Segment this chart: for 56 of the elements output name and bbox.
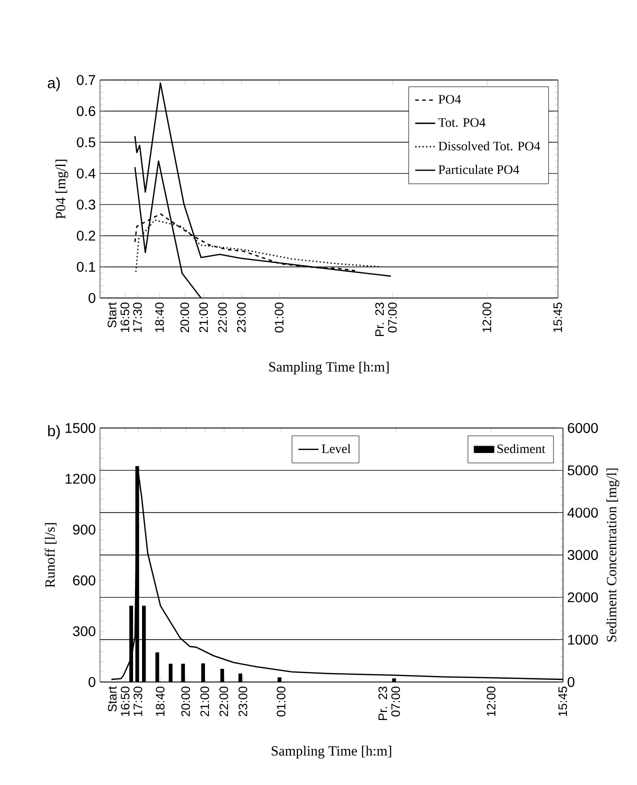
legend-label: Particulate PO4 [438,164,520,174]
x-tick-label: 15:45 [558,686,568,716]
x-tick-label: 17:30 [133,302,142,332]
y2-tick-label: 5000 [568,465,598,476]
x-axis-title: Sampling Time [h:m] [269,362,389,375]
y2-tick-label: 3000 [568,550,598,560]
x-tick-label: 22:00 [219,686,228,716]
y2-tick-label: 2000 [568,592,598,602]
y2-axis-title: Sediment Concentration [mg/l] [606,468,620,642]
legend-label: Level [322,444,351,454]
y-tick-label: 1500 [66,423,96,433]
x-tick-label: 01:00 [274,302,284,332]
x-tick-label: 17:30 [134,686,142,716]
y-tick-label: 0 [88,293,96,303]
y-tick-label: 0.4 [76,168,96,178]
y-tick-label: 0.5 [76,137,96,148]
y-axis-title: P04 [mg/l] [55,160,68,219]
x-tick-label: 12:00 [482,302,492,332]
y2-tick-label: 0 [568,677,574,687]
y2-tick-label: 1000 [568,634,598,645]
y2-tick-label: 6000 [568,423,598,433]
x-tick-label: 23:00 [238,686,248,716]
x-tick-label: 20:00 [180,302,190,332]
x-tick-label: 15:45 [553,302,562,332]
legend-label: PO4 [438,94,461,104]
y-tick-label: 900 [73,524,96,535]
x-tick-label: 01:00 [276,686,286,716]
x-tick-label: Start 16:50 [108,302,130,332]
y-tick-label: 0 [88,677,96,687]
x-tick-label: 18:40 [155,302,164,332]
y-tick-label: 600 [73,575,96,586]
chart-title: b) [48,425,60,440]
y-tick-label: 1200 [66,474,96,484]
x-tick-label: 20:00 [181,686,190,716]
x-tick-label: 22:00 [218,302,227,332]
y2-tick-label: 4000 [567,508,598,518]
y-tick-label: 0.2 [76,230,96,241]
x-axis-title: Sampling Time [h:m] [272,746,392,759]
legend-label: Dissolved Tot. PO4 [438,141,540,150]
y-tick-label: 0.7 [76,75,96,85]
x-tick-label: Pr. 23 07:00 [375,302,397,336]
x-tick-label: 21:00 [200,686,210,716]
y-tick-label: 0.1 [76,262,96,272]
y-tick-label: 300 [72,626,96,636]
x-tick-label: Start 16:50 [108,686,130,716]
x-tick-label: 21:00 [199,302,208,332]
y-axis-title: Runoff [l/s] [44,523,57,588]
legend-label: Tot. PO4 [438,118,486,127]
x-tick-label: 12:00 [486,686,496,716]
x-tick-label: 23:00 [237,302,246,332]
chart-title: a) [48,77,60,92]
legend-label: Sediment [497,444,546,454]
x-tick-label: 18:40 [156,686,165,716]
y-tick-label: 0.3 [76,200,96,210]
x-tick-label: Pr. 23 07:00 [378,686,400,720]
y-tick-label: 0.6 [76,106,96,116]
